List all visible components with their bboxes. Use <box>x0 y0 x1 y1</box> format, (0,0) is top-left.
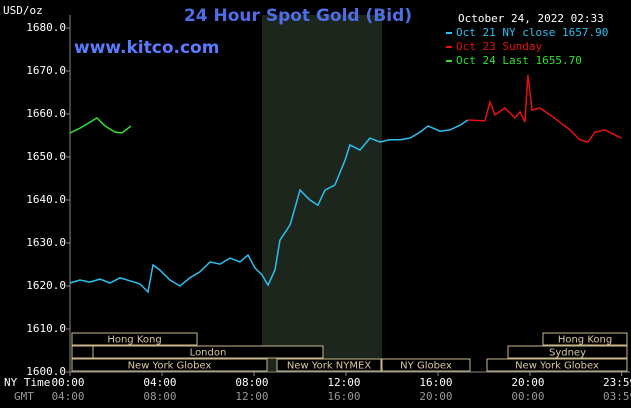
x-tick-label: 00:00 <box>51 376 84 389</box>
watermark: www.kitco.com <box>74 38 219 58</box>
y-tick-label: 1630.0 <box>26 236 66 249</box>
legend-label: Oct 23 Sunday <box>456 40 542 53</box>
y-tick-label: 1650.0 <box>26 150 66 163</box>
session-box <box>276 358 382 372</box>
session-box <box>486 358 628 372</box>
y-tick-label: 1620.0 <box>26 279 66 292</box>
y-tick-label: 1610.0 <box>26 322 66 335</box>
price-line <box>467 74 622 143</box>
session-box <box>71 358 268 372</box>
session-box <box>92 345 324 359</box>
session-box <box>381 358 471 372</box>
session-label: New York Globex <box>128 361 212 372</box>
session-box <box>71 345 94 359</box>
nymex-shade <box>262 15 382 372</box>
session-label: New York NYMEX <box>287 361 372 372</box>
x2-tick-label: 16:00 <box>327 390 360 403</box>
y-tick-label: 1680.0 <box>26 21 66 34</box>
y-tick-label: 1670.0 <box>26 64 66 77</box>
session-label: London <box>190 348 227 359</box>
x-tick-label: 04:00 <box>143 376 176 389</box>
x-tick-label: 23:59 <box>603 376 631 389</box>
y-tick-label: 1660.0 <box>26 107 66 120</box>
x2-tick-label: 12:00 <box>235 390 268 403</box>
session-box <box>71 332 198 346</box>
x-axis-label: NY Time <box>4 376 50 389</box>
legend-label: Oct 21 NY close 1657.90 <box>456 26 608 39</box>
x-tick-label: 08:00 <box>235 376 268 389</box>
x2-tick-label: 03:59 <box>603 390 631 403</box>
legend-label: Oct 24 Last 1655.70 <box>456 54 582 67</box>
session-label: NY Globex <box>400 361 452 372</box>
session-label: Hong Kong <box>558 335 612 346</box>
x2-tick-label: 00:00 <box>511 390 544 403</box>
x-tick-label: 12:00 <box>327 376 360 389</box>
x2-axis-label: GMT <box>14 390 34 403</box>
y-tick-label: 1600.0 <box>26 365 66 378</box>
session-box <box>542 332 628 346</box>
session-label: New York Globex <box>515 361 599 372</box>
x-tick-label: 16:00 <box>419 376 452 389</box>
session-label: Sydney <box>549 348 586 359</box>
y-axis-label: USD/oz <box>3 4 43 17</box>
x-tick-label: 20:00 <box>511 376 544 389</box>
y-tick-label: 1640.0 <box>26 193 66 206</box>
price-line <box>69 116 132 134</box>
x2-tick-label: 08:00 <box>143 390 176 403</box>
session-label: Hong Kong <box>107 335 161 346</box>
price-line <box>69 119 469 294</box>
session-box <box>507 345 628 359</box>
chart-title: 24 Hour Spot Gold (Bid) <box>184 6 412 26</box>
x2-tick-label: 04:00 <box>51 390 84 403</box>
sessions: Hong Kong London New York Globex New York N… <box>71 332 628 372</box>
x2-tick-label: 20:00 <box>419 390 452 403</box>
date-label: October 24, 2022 02:33 <box>458 12 604 25</box>
